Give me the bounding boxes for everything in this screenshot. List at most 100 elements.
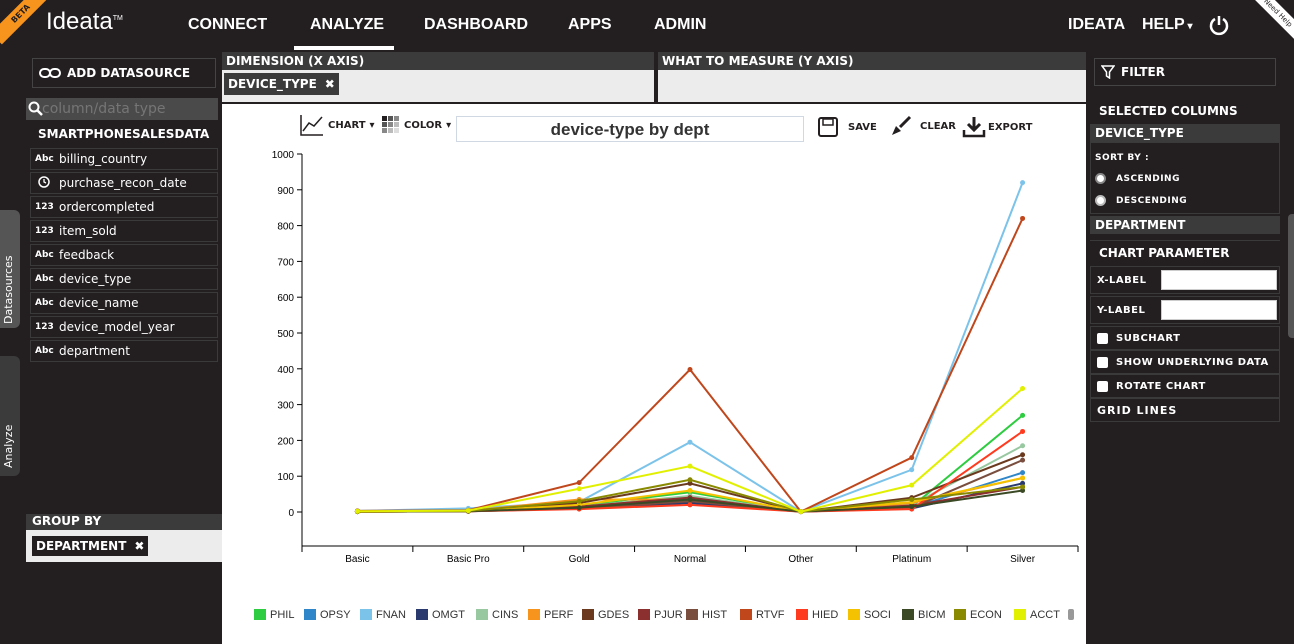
brush-icon: [892, 115, 912, 135]
group-by-dropzone[interactable]: DEPARTMENT ✖: [26, 530, 222, 562]
close-icon[interactable]: ✖: [134, 539, 145, 553]
data-point: [909, 482, 915, 488]
legend-swatch: [1014, 609, 1026, 620]
field-item[interactable]: Abc device_type: [30, 268, 218, 290]
export-button[interactable]: EXPORT: [962, 116, 1032, 138]
data-point: [1020, 412, 1026, 418]
logo[interactable]: IdeataTM: [46, 8, 123, 35]
beta-ribbon: BETA: [0, 0, 52, 45]
tab-analyze[interactable]: Analyze: [0, 356, 20, 476]
x-label-input[interactable]: [1161, 270, 1277, 290]
y-tick-label: 100: [277, 472, 294, 483]
y-tick-label: 500: [277, 329, 294, 340]
legend-swatch: [360, 609, 372, 620]
nav-analyze[interactable]: ANALYZE: [310, 16, 385, 33]
radio-icon: [1095, 195, 1106, 206]
search-input[interactable]: [42, 101, 202, 117]
legend-swatch: [954, 609, 966, 620]
grid-lines-row[interactable]: GRID LINES: [1090, 398, 1280, 422]
download-icon: [962, 117, 986, 138]
selected-column-device-type[interactable]: DEVICE_TYPE: [1090, 124, 1280, 142]
x-tick-label: Basic Pro: [447, 554, 490, 565]
chart-type-button[interactable]: CHART ▾: [300, 114, 375, 136]
tab-datasources[interactable]: Datasources: [0, 210, 20, 328]
number-icon: 123: [35, 226, 54, 236]
field-label: device_name: [59, 296, 139, 310]
x-axis-chip[interactable]: DEVICE_TYPE ✖: [224, 73, 339, 95]
x-tick-label: Basic: [345, 554, 369, 565]
field-item[interactable]: Abc feedback: [30, 244, 218, 266]
y-tick-label: 600: [277, 293, 294, 304]
selected-column-department[interactable]: DEPARTMENT: [1090, 216, 1280, 234]
nav-connect[interactable]: CONNECT: [188, 16, 268, 33]
y-tick-label: 200: [277, 436, 294, 447]
legend-swatch: [476, 609, 488, 620]
save-button[interactable]: SAVE: [818, 117, 877, 137]
save-label: SAVE: [848, 121, 877, 133]
field-item[interactable]: 123 item_sold: [30, 220, 218, 242]
need-help-ribbon[interactable]: Need Help: [1251, 0, 1294, 40]
rotate-chart-checkbox[interactable]: ROTATE CHART: [1090, 374, 1280, 398]
field-item[interactable]: Abc device_name: [30, 292, 218, 314]
field-label: billing_country: [59, 152, 148, 166]
legend-label: ECON: [970, 609, 1002, 621]
legend-swatch: [528, 609, 540, 620]
legend-label: PHIL: [270, 609, 294, 621]
field-item[interactable]: purchase_recon_date: [30, 172, 218, 194]
field-item[interactable]: 123 ordercompleted: [30, 196, 218, 218]
chart-panel: [222, 104, 1086, 644]
clear-button[interactable]: CLEAR: [890, 115, 956, 137]
data-point: [1020, 215, 1026, 221]
legend-swatch: [416, 609, 428, 620]
nav-user[interactable]: IDEATA: [1068, 16, 1126, 33]
sort-descending-radio[interactable]: DESCENDING: [1095, 195, 1187, 206]
chevron-down-icon: ▾: [446, 119, 452, 131]
sort-ascending-radio[interactable]: ASCENDING: [1095, 173, 1180, 184]
legend-label: FNAN: [376, 609, 406, 621]
filter-button[interactable]: FILTER: [1094, 58, 1276, 86]
field-item[interactable]: Abc department: [30, 340, 218, 362]
group-by-chip[interactable]: DEPARTMENT ✖: [32, 536, 149, 556]
legend-swatch: [796, 609, 808, 620]
data-point: [576, 505, 582, 511]
x-axis-dropzone[interactable]: DEVICE_TYPE ✖: [222, 70, 654, 102]
y-tick-label: 900: [277, 186, 294, 197]
data-point: [687, 502, 693, 508]
field-item[interactable]: Abc billing_country: [30, 148, 218, 170]
y-label-input[interactable]: [1161, 300, 1277, 320]
ascending-label: ASCENDING: [1116, 173, 1180, 184]
field-label: device_model_year: [59, 320, 175, 334]
nav-help[interactable]: HELP ▾: [1142, 16, 1193, 33]
data-point: [465, 508, 471, 514]
checkbox-icon: [1097, 356, 1108, 368]
group-by-header: GROUP BY: [26, 514, 222, 530]
text-icon: Abc: [35, 154, 54, 164]
y-tick-label: 800: [277, 222, 294, 233]
sort-panel: SORT BY : ASCENDING DESCENDING: [1090, 142, 1280, 214]
data-point: [1020, 385, 1026, 391]
save-icon: [818, 117, 838, 137]
legend-swatch: [582, 609, 594, 620]
power-icon[interactable]: [1208, 14, 1230, 36]
subchart-checkbox[interactable]: SUBCHART: [1090, 326, 1280, 350]
add-datasource-button[interactable]: ADD DATASOURCE: [32, 58, 216, 88]
number-icon: 123: [35, 202, 54, 212]
chart-title-input[interactable]: device-type by dept: [456, 116, 804, 142]
y-axis-dropzone[interactable]: [658, 70, 1086, 102]
right-edge-tab[interactable]: [1288, 214, 1294, 338]
legend-label: ACCT: [1030, 609, 1060, 621]
field-item[interactable]: 123 device_model_year: [30, 316, 218, 338]
legend-swatch: [902, 609, 914, 620]
nav-dashboard[interactable]: DASHBOARD: [424, 16, 528, 33]
show-underlying-data-checkbox[interactable]: SHOW UNDERLYING DATA: [1090, 350, 1280, 374]
legend-swatch: [304, 609, 316, 620]
x-tick-label: Gold: [569, 554, 590, 565]
y-tick-label: 400: [277, 365, 294, 376]
text-icon: Abc: [35, 274, 54, 284]
nav-admin[interactable]: ADMIN: [654, 16, 707, 33]
column-search[interactable]: [26, 98, 218, 120]
close-icon[interactable]: ✖: [324, 77, 335, 91]
x-label-label: X-LABEL: [1097, 274, 1147, 286]
nav-apps[interactable]: APPS: [568, 16, 612, 33]
color-button[interactable]: COLOR ▾: [382, 116, 451, 134]
